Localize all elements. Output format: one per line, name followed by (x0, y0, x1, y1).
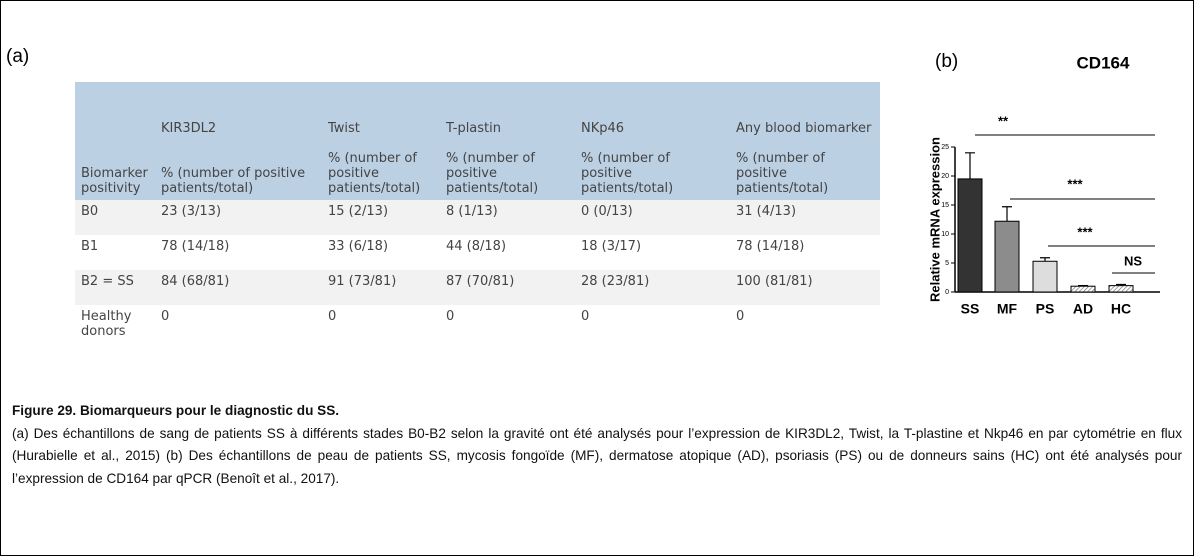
chart-title: CD164 (1077, 53, 1130, 72)
significance-label: ** (998, 113, 1009, 128)
table-cell: 100 (81/81) (730, 270, 880, 305)
header-cell: Twist (322, 82, 440, 140)
table-cell: 78 (14/18) (161, 239, 230, 254)
error-bar (1078, 285, 1088, 287)
table-cell: 0 (581, 309, 590, 324)
table-cell: 23 (3/13) (155, 200, 322, 235)
table-cell: 8 (1/13) (440, 200, 575, 235)
caption-title: Figure 29. Biomarqueurs pour le diagnost… (12, 403, 340, 418)
table-cell: 28 (23/81) (575, 270, 730, 305)
error-bar (1040, 257, 1050, 262)
table-cell: 15 (2/13) (322, 200, 440, 235)
table-cell: 91 (73/81) (322, 270, 440, 305)
error-bar (965, 152, 975, 179)
y-tick-label: 15 (941, 202, 949, 209)
table-cell: 84 (68/81) (155, 270, 322, 305)
error-bar (1002, 206, 1012, 222)
y-tick-label: 10 (941, 231, 949, 238)
table-row: B2 = SS 84 (68/81) 91 (73/81) 87 (70/81) 28 … (75, 270, 880, 305)
subheader-cell: % (number of positive patients/total) (155, 140, 322, 200)
table-row: B1 78 (14/18) 33 (6/18) 44 (8/18) 18 (3/17) 7… (75, 235, 880, 270)
x-tick-label: MF (997, 301, 1018, 317)
bar (1108, 285, 1134, 293)
table-cell: 87 (70/81) (440, 270, 575, 305)
table-cell: 0 (446, 309, 455, 324)
header-cell: KIR3DL2 (155, 82, 322, 140)
table-row: Healthy donors 0 0 0 0 0 (75, 305, 880, 343)
subheader-cell: % (number of positive patients/total) (440, 140, 575, 200)
x-tick-label: SS (961, 301, 980, 317)
table-cell: B1 (81, 239, 99, 254)
header-row: KIR3DL2 Twist T-plastin NKp46 Any blood biom… (75, 82, 880, 140)
subheader-cell: % (number of positive patients/total) (730, 140, 880, 200)
bar (957, 178, 983, 293)
x-tick-label: HC (1111, 301, 1131, 317)
table-cell: B0 (75, 200, 155, 235)
significance-label: NS (1124, 253, 1142, 268)
y-tick-label: 20 (941, 173, 949, 180)
table-cell: 31 (4/13) (730, 200, 880, 235)
subheader-cell: % (number of positive patients/total) (575, 140, 730, 200)
y-tick-label: 0 (945, 289, 949, 296)
x-tick-label: AD (1073, 301, 1093, 317)
error-bar (1116, 283, 1126, 286)
table-cell: 33 (6/18) (328, 239, 389, 254)
header-cell (75, 82, 155, 140)
bar (994, 220, 1020, 293)
table-cell: 44 (8/18) (446, 239, 507, 254)
table-cell: Healthy donors (81, 309, 132, 339)
table-cell: 0 (736, 309, 745, 324)
table-cell: 0 (328, 309, 337, 324)
subheader-cell: Biomarker positivity (75, 140, 155, 200)
panel-label: (a) (6, 46, 30, 67)
table-head: KIR3DL2 Twist T-plastin NKp46 Any blood biom… (75, 82, 880, 200)
bar (1032, 260, 1058, 293)
table-cell: 0 (0/13) (575, 200, 730, 235)
x-tick-label: PS (1036, 301, 1055, 317)
table-cell: 18 (3/17) (581, 239, 642, 254)
table-cell: 0 (161, 309, 170, 324)
header-cell: Any blood biomarker (730, 82, 880, 140)
significance-label: *** (1067, 176, 1083, 191)
header-cell: T-plastin (440, 82, 575, 140)
bar (1070, 285, 1096, 293)
panel-label: (b) (935, 51, 958, 72)
significance-label: *** (1077, 224, 1093, 239)
subheader-cell: % (number of positive patients/total) (322, 140, 440, 200)
caption-text: (a) Des échantillons de sang de patients… (12, 425, 1182, 486)
header-cell: NKp46 (575, 82, 730, 140)
y-tick-label: 25 (941, 144, 949, 151)
caption: Figure 29. Biomarqueurs pour le diagnost… (12, 400, 1182, 490)
y-tick-label: 5 (945, 260, 949, 267)
header-row: Biomarker positivity% (number of positiv… (75, 140, 880, 200)
table-row: B0 23 (3/13) 15 (2/13) 8 (1/13) 0 (0/13) 31 (… (75, 200, 880, 235)
table-cell: B2 = SS (75, 270, 155, 305)
biomarker-table: KIR3DL2 Twist T-plastin NKp46 Any blood biom… (75, 82, 880, 343)
table-body: B0 23 (3/13) 15 (2/13) 8 (1/13) 0 (0/13) 31 (… (75, 200, 880, 343)
y-axis-label: Relative mRNA expression (927, 137, 942, 302)
table-cell: 78 (14/18) (736, 239, 805, 254)
